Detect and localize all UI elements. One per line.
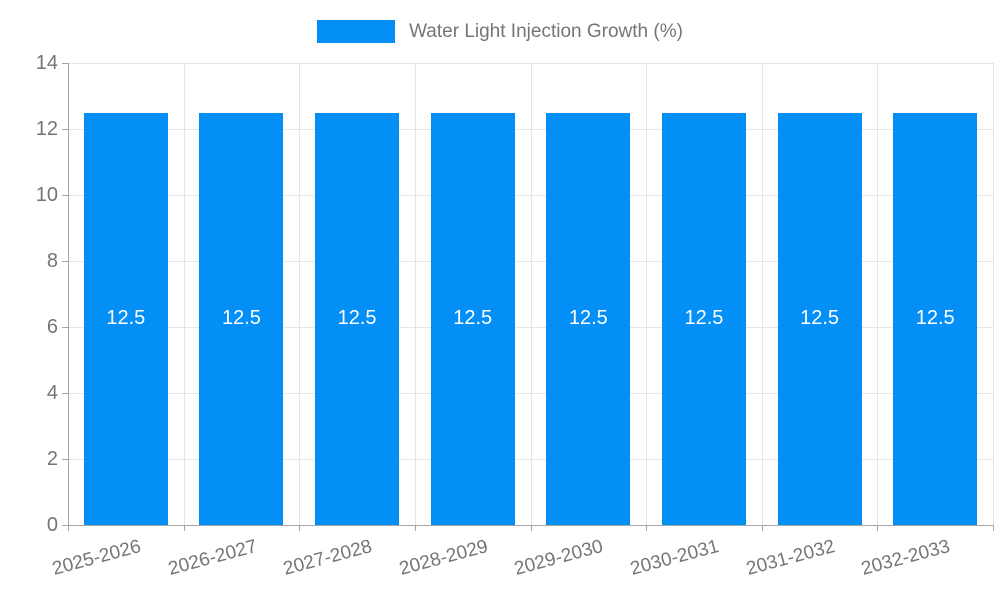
bar-value-label: 12.5	[568, 307, 608, 330]
y-axis-tick-label: 2	[46, 448, 58, 470]
gridline-vertical	[646, 63, 647, 525]
legend-swatch-icon	[317, 20, 396, 43]
y-axis-tick	[62, 393, 68, 394]
bar-2030-2031[interactable]: 12.5	[661, 112, 746, 525]
x-axis-tick	[646, 525, 647, 531]
y-axis-tick-label: 4	[46, 382, 58, 404]
gridline-horizontal	[68, 195, 993, 196]
bar-2032-2033[interactable]: 12.5	[893, 112, 978, 525]
bar-value-label: 12.5	[106, 307, 146, 330]
gridline-vertical	[993, 63, 994, 525]
y-axis-tick-label: 0	[46, 514, 58, 536]
bar-2028-2029[interactable]: 12.5	[430, 112, 515, 525]
x-axis-tick	[415, 525, 416, 531]
x-axis-tick-label: 2025-2026	[50, 536, 144, 580]
y-axis-tick-label: 6	[46, 316, 58, 338]
x-axis-tick-label: 2028-2029	[396, 536, 491, 580]
legend-label: Water Light Injection Growth (%)	[409, 20, 683, 42]
y-axis-tick-label: 14	[35, 52, 58, 74]
plot-area: 12.5 12.5 12.5 12.5 12.5 12.5 12.5 12.5	[68, 63, 994, 525]
bar-2031-2032[interactable]: 12.5	[777, 112, 862, 525]
bar-value-label: 12.5	[915, 307, 955, 330]
y-axis-tick-label: 12	[35, 118, 58, 140]
gridline-vertical	[184, 63, 185, 525]
x-axis-line	[68, 525, 993, 526]
gridline-vertical	[415, 63, 416, 525]
gridline-horizontal	[68, 393, 993, 394]
y-axis-tick	[62, 327, 68, 328]
gridline-horizontal	[68, 459, 993, 460]
x-axis-tick-label: 2030-2031	[628, 536, 722, 580]
gridline-horizontal	[68, 261, 993, 262]
x-axis-tick	[299, 525, 300, 531]
bar-2029-2030[interactable]: 12.5	[546, 112, 631, 525]
bar-value-label: 12.5	[453, 307, 493, 330]
x-axis-tick	[531, 525, 532, 531]
y-axis-tick	[62, 525, 68, 526]
x-axis-tick-label: 2031-2032	[743, 536, 837, 580]
x-axis-tick	[877, 525, 878, 531]
x-axis-tick-label: 2026-2027	[165, 536, 259, 580]
x-axis-tick-label: 2032-2033	[859, 536, 953, 580]
x-axis-tick	[184, 525, 185, 531]
x-axis-tick-label: 2027-2028	[281, 536, 375, 580]
y-axis-tick	[62, 129, 68, 130]
y-axis-tick	[62, 459, 68, 460]
y-axis-tick-label: 8	[46, 250, 58, 272]
bar-value-label: 12.5	[221, 307, 261, 330]
bar-2026-2027[interactable]: 12.5	[199, 112, 284, 525]
gridline-vertical	[762, 63, 763, 525]
gridline-horizontal	[68, 129, 993, 130]
x-axis-tick	[68, 525, 69, 531]
y-axis-line	[68, 63, 69, 531]
x-axis-tick	[762, 525, 763, 531]
chart-legend[interactable]: Water Light Injection Growth (%)	[0, 20, 1000, 43]
y-axis-tick	[62, 63, 68, 64]
gridline-vertical	[531, 63, 532, 525]
x-axis-tick	[993, 525, 994, 531]
bar-value-label: 12.5	[800, 307, 840, 330]
gridline-vertical	[299, 63, 300, 525]
gridline-horizontal	[68, 327, 993, 328]
bar-2025-2026[interactable]: 12.5	[83, 112, 168, 525]
y-axis-tick	[62, 195, 68, 196]
bar-value-label: 12.5	[337, 307, 377, 330]
gridline-horizontal	[68, 63, 993, 64]
bar-value-label: 12.5	[684, 307, 724, 330]
y-axis-tick-label: 10	[35, 184, 58, 206]
x-axis-tick-label: 2029-2030	[512, 536, 606, 580]
bar-2027-2028[interactable]: 12.5	[315, 112, 400, 525]
gridline-vertical	[877, 63, 878, 525]
y-axis-tick	[62, 261, 68, 262]
